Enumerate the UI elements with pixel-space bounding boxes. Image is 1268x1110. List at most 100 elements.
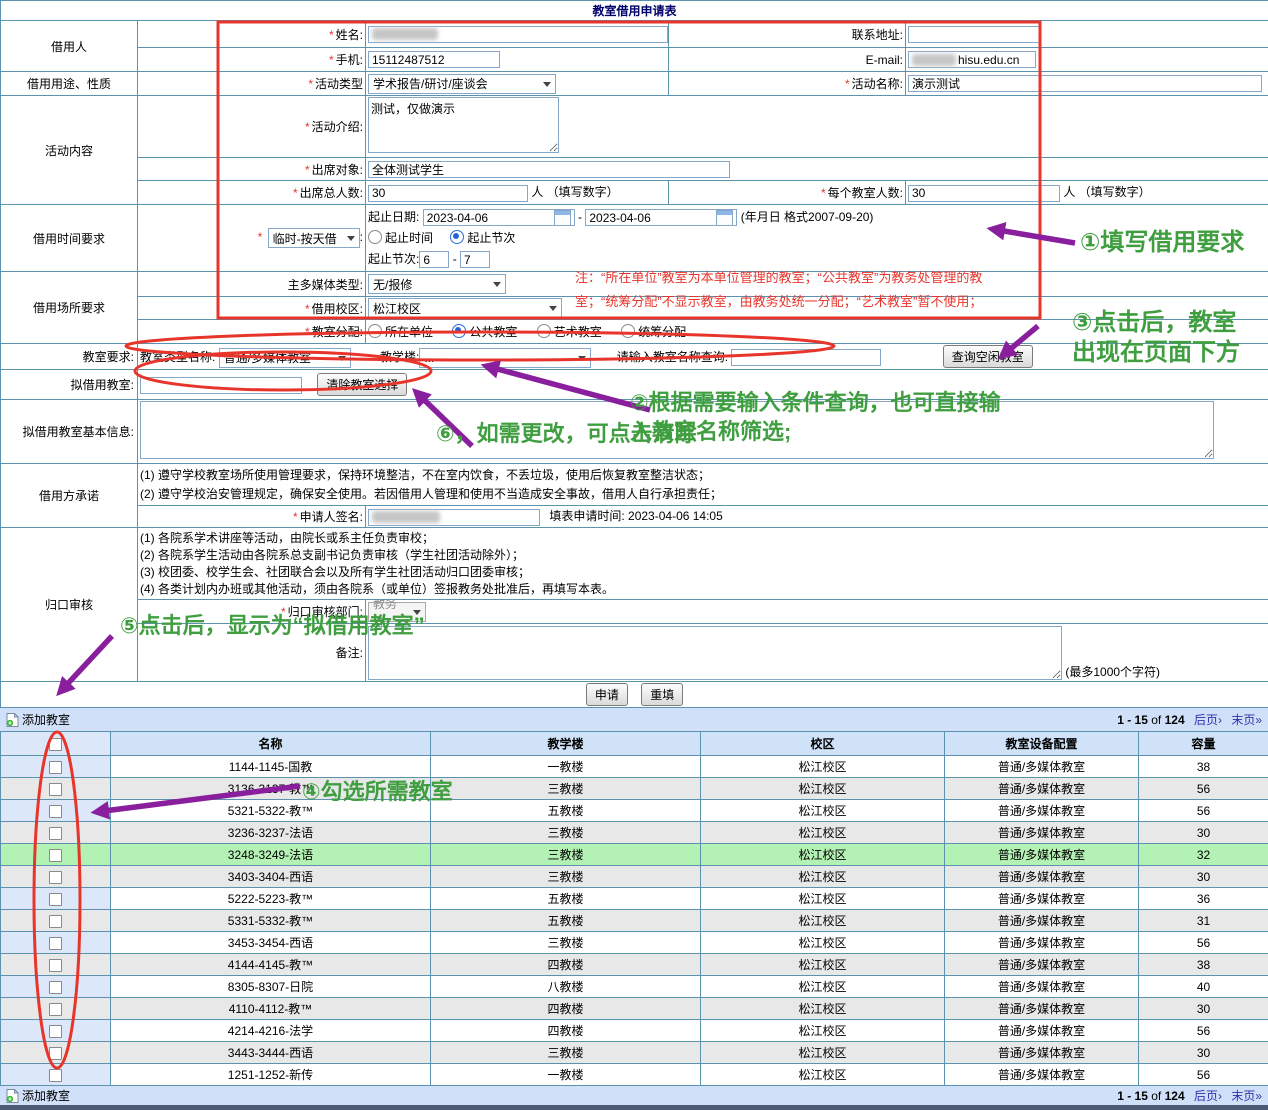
room-equipment-cell: 普通/多媒体教室 [945,844,1139,866]
calendar-icon[interactable] [716,210,733,226]
activity-name-input[interactable] [908,75,1262,92]
date-to-input[interactable]: 2023-04-06 [585,209,737,226]
intro-textarea[interactable]: 测试，仅做演示 [368,97,559,153]
row-checkbox[interactable] [49,805,62,818]
per-room-unit: 人 （填写数字） [1063,185,1150,199]
room-search-input[interactable] [731,349,881,366]
radio-start-time[interactable] [368,230,382,244]
row-checkbox[interactable] [49,783,62,796]
contact-input[interactable] [908,26,1040,43]
required-asterisk: * [293,186,298,200]
add-room-link[interactable]: 添加教室 [6,711,70,728]
add-room-link[interactable]: 添加教室 [6,1087,70,1104]
audience-input[interactable] [368,161,730,178]
add-room-label: 添加教室 [22,1087,70,1104]
calendar-icon[interactable] [554,210,571,226]
building-select[interactable]: ... [419,348,591,368]
section-time: 借用时间要求 [1,205,138,272]
required-asterisk: * [305,163,310,177]
room-equipment-cell: 普通/多媒体教室 [945,778,1139,800]
radio-art-room[interactable] [537,324,551,338]
signer-input[interactable] [368,509,540,526]
room-capacity-cell: 40 [1139,976,1268,998]
classroom-row: 5222-5223-教™ 五教楼 松江校区 普通/多媒体教室 36 [1,888,1268,910]
row-checkbox[interactable] [49,1047,62,1060]
required-asterisk: * [305,325,310,339]
room-type-select[interactable]: 普通/多媒体教室 [219,348,351,368]
last-page-link[interactable]: 末页» [1231,713,1262,727]
row-checkbox[interactable] [49,1003,62,1016]
date-from-value: 2023-04-06 [427,207,488,229]
row-checkbox[interactable] [49,981,62,994]
activity-type-select[interactable]: 学术报告/研讨/座谈会 [368,74,556,94]
row-checkbox-cell [1,756,111,778]
row-checkbox[interactable] [49,827,62,840]
section-place: 借用场所要求 [1,272,138,344]
radio-public-room-label: 公共教室 [469,325,517,339]
row-checkbox-cell [1,822,111,844]
next-page-link[interactable]: 后页› [1194,1089,1222,1103]
add-room-bar-bottom: 添加教室 1 - 15 of 124 后页› 末页» [0,1086,1268,1105]
row-checkbox[interactable] [49,893,62,906]
room-campus-cell: 松江校区 [701,910,945,932]
pagination-range: 1 - 15 [1117,713,1148,727]
section-planned-info: 拟借用教室基本信息: [1,400,138,464]
room-building-cell: 一教楼 [431,1064,701,1086]
row-checkbox[interactable] [49,937,62,950]
room-name-cell: 5321-5322-教™ [111,800,431,822]
row-checkbox[interactable] [49,1025,62,1038]
row-checkbox[interactable] [49,849,62,862]
row-checkbox-cell [1,888,111,910]
row-checkbox[interactable] [49,959,62,972]
row-checkbox[interactable] [49,761,62,774]
per-room-input[interactable] [908,185,1060,202]
next-page-link[interactable]: 后页› [1194,713,1222,727]
header-building: 教学楼 [431,732,701,756]
time-mode-select[interactable]: 临时-按天借 [268,228,360,248]
select-all-checkbox[interactable] [49,738,62,751]
room-campus-cell: 松江校区 [701,778,945,800]
header-capacity: 容量 [1139,732,1268,756]
section-room-req: 教室要求: [1,344,138,370]
reset-button[interactable]: 重填 [641,683,683,706]
date-from-input[interactable]: 2023-04-06 [423,209,575,226]
time-mode-cell: * 临时-按天借: [138,205,366,272]
row-checkbox[interactable] [49,871,62,884]
planned-cell: 清除教室选择 [138,370,1268,400]
row-checkbox[interactable] [49,915,62,928]
section-to-input[interactable] [460,251,490,268]
room-campus-cell: 松江校区 [701,932,945,954]
attend-total-input[interactable] [368,185,528,202]
header-campus: 校区 [701,732,945,756]
remark-textarea[interactable] [368,626,1062,680]
email-input[interactable]: hisu.edu.cn [908,51,1036,68]
radio-public-room[interactable] [452,324,466,338]
contact-value-cell [906,21,1268,48]
room-search-label: 请输入教室名称查询: [617,350,728,364]
review-dept-select[interactable]: 教务处 [368,602,426,622]
room-equipment-cell: 普通/多媒体教室 [945,910,1139,932]
radio-coordinated[interactable] [621,324,635,338]
clear-room-selection-button[interactable]: 清除教室选择 [317,373,407,396]
media-select[interactable]: 无/报修 [368,274,506,294]
search-free-rooms-button[interactable]: 查询空闲教室 [943,345,1033,368]
required-asterisk: * [308,77,313,91]
review-dept-label: 归口审核部门: [288,605,363,619]
radio-own-unit[interactable] [368,324,382,338]
room-building-cell: 三教楼 [431,778,701,800]
room-capacity-cell: 32 [1139,844,1268,866]
time-mode-value: 临时-按天借 [273,230,337,247]
name-input[interactable] [368,26,668,43]
campus-value: 松江校区 [373,300,421,317]
classroom-table: 名称 教学楼 校区 教室设备配置 容量 1144-1145-国教 一教楼 松江校… [0,731,1268,1086]
section-from-input[interactable] [419,251,449,268]
room-equipment-cell: 普通/多媒体教室 [945,866,1139,888]
submit-button[interactable]: 申请 [586,683,628,706]
planned-rooms-input[interactable] [140,377,302,394]
phone-input[interactable] [368,51,500,68]
campus-select[interactable]: 松江校区 [368,298,562,318]
radio-start-section[interactable] [450,230,464,244]
row-checkbox[interactable] [49,1069,62,1082]
last-page-link[interactable]: 末页» [1231,1089,1262,1103]
planned-info-textarea[interactable] [140,401,1214,459]
